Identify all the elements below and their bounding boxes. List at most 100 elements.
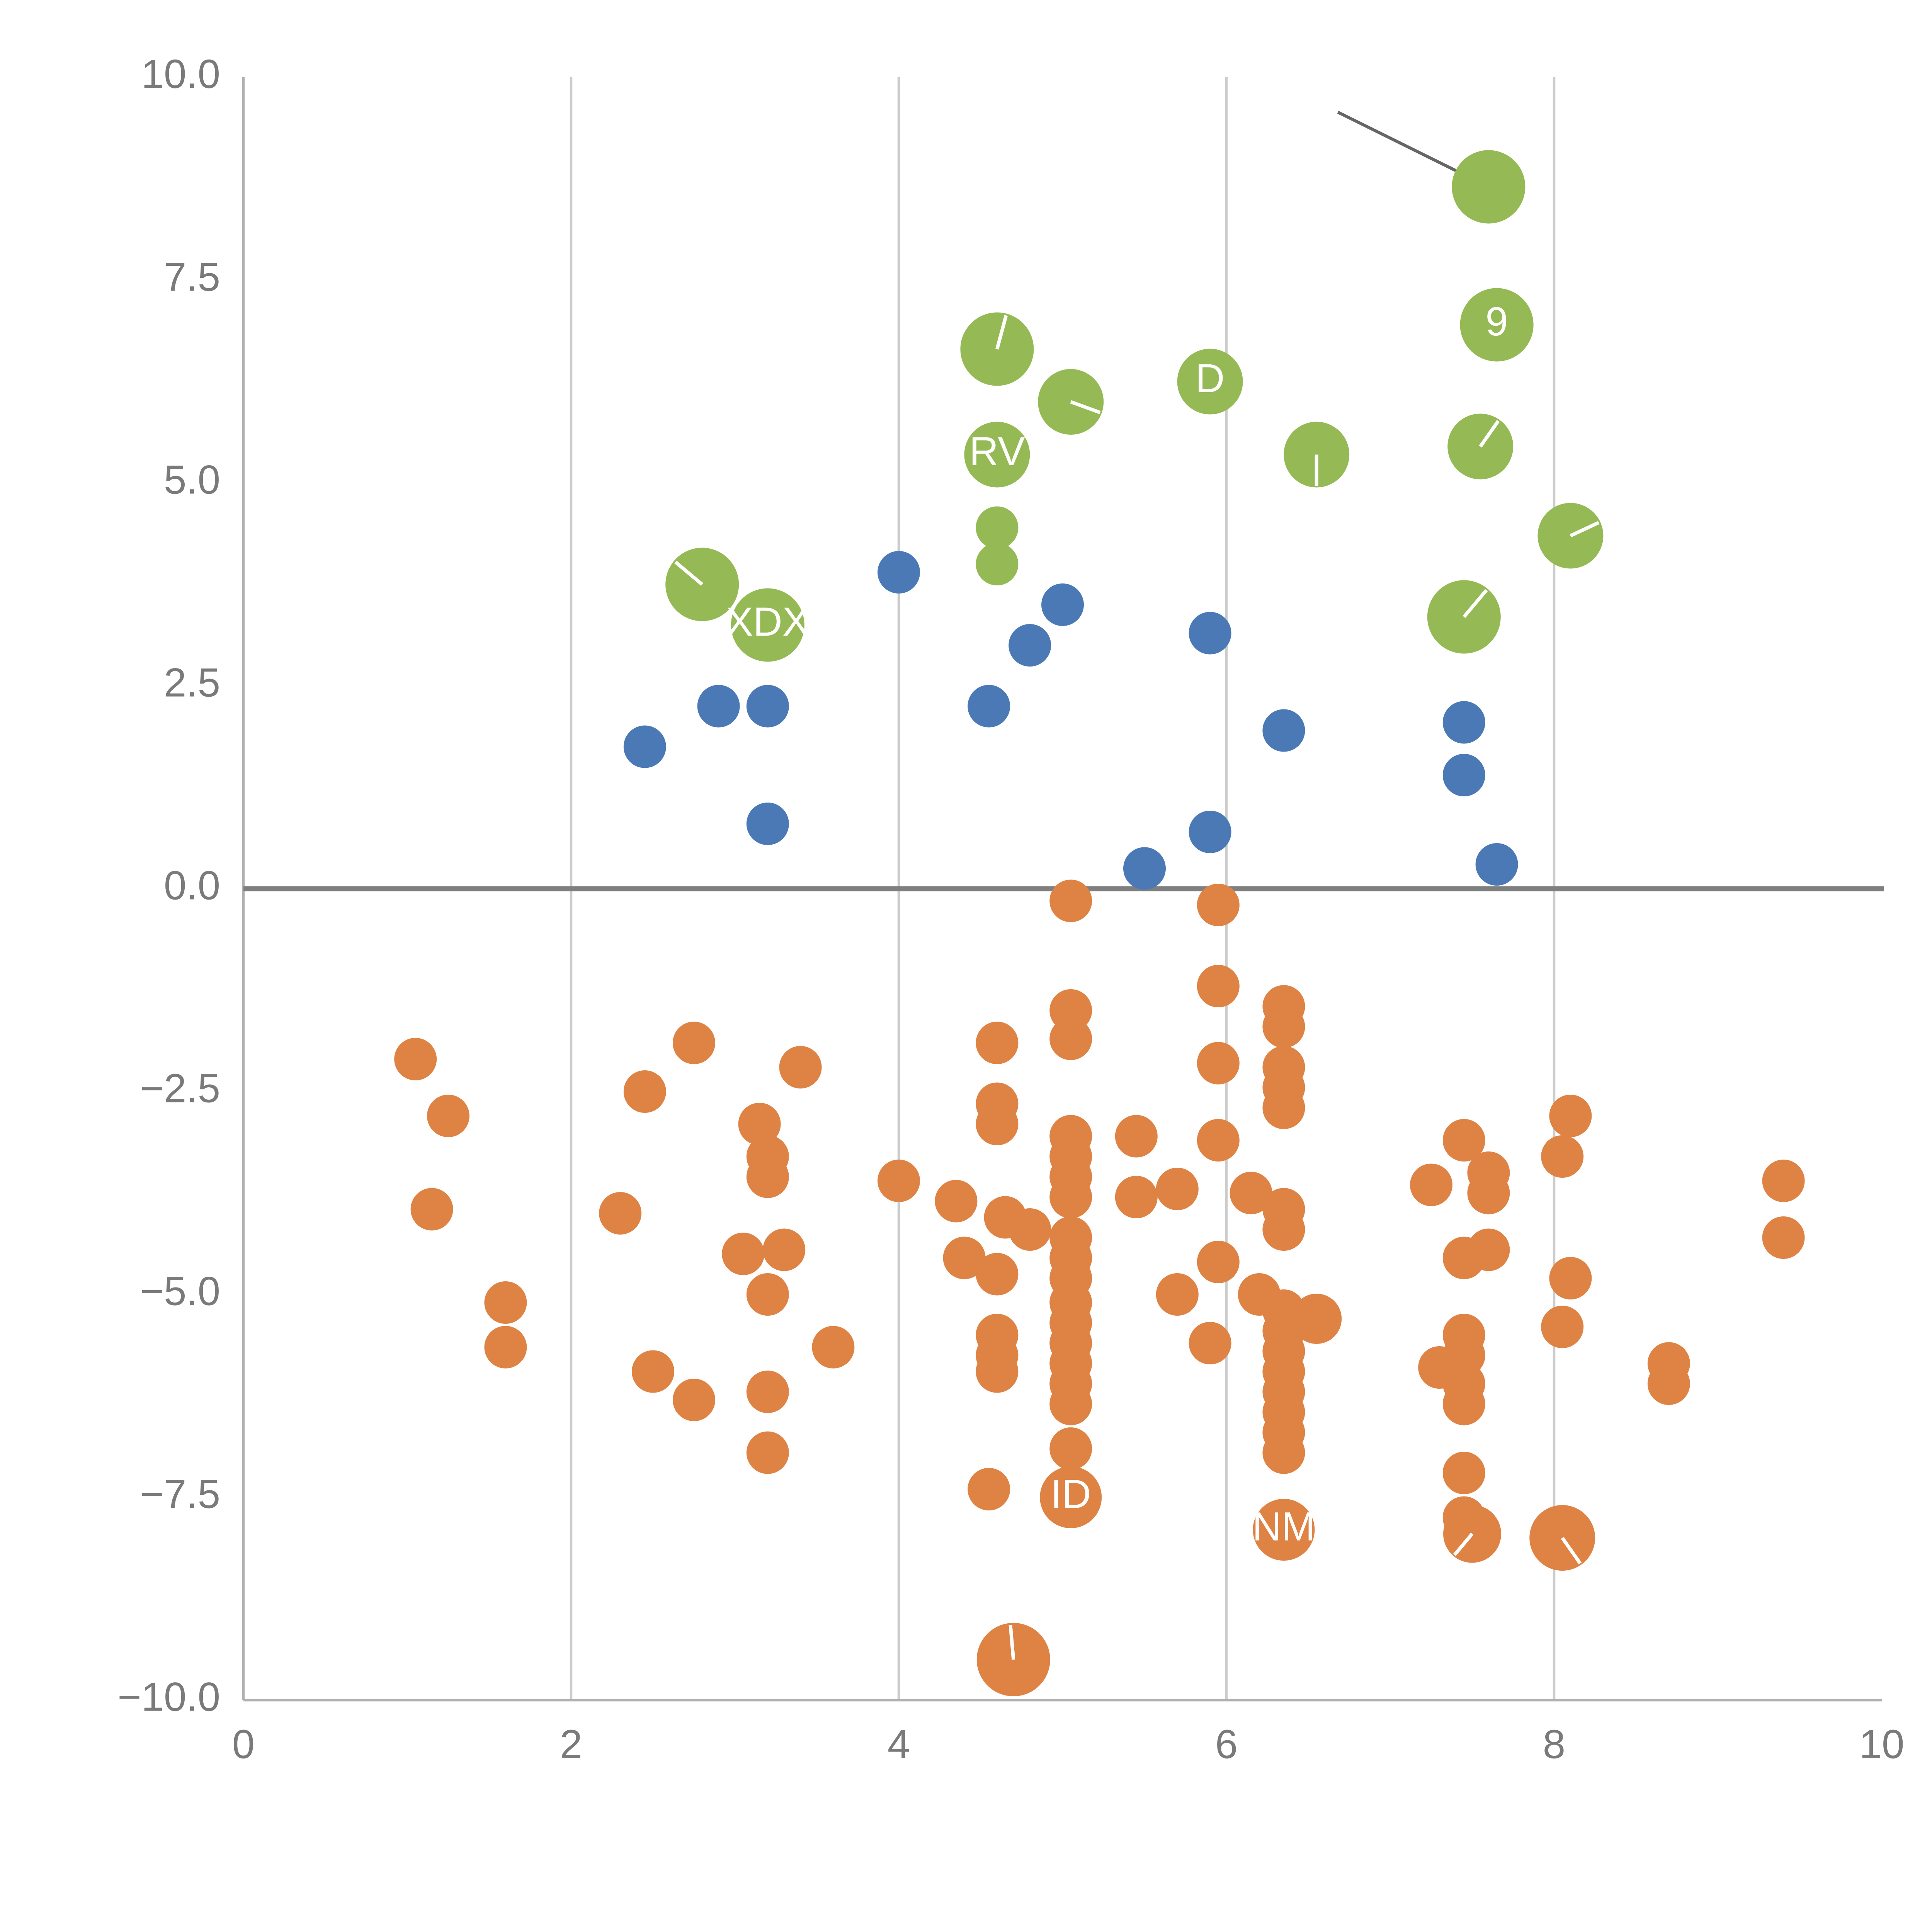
- point-orange-markers: [1040, 1466, 1102, 1528]
- marker-label: NM: [1252, 1504, 1315, 1549]
- y-tick-label: 10.0: [141, 52, 220, 97]
- marker-hand: [1070, 400, 1101, 414]
- point-orange-markers: [484, 1281, 527, 1324]
- point-orange-markers: [673, 1022, 715, 1064]
- marker-hand: [995, 315, 1008, 350]
- x-tick-label: 6: [1215, 1722, 1238, 1767]
- point-blue-markers: [623, 725, 666, 768]
- point-blue-markers: [1123, 847, 1166, 890]
- point-blue-markers: [697, 685, 740, 728]
- point-orange-markers: [1049, 1017, 1092, 1060]
- point-orange-markers: [1541, 1306, 1584, 1348]
- point-orange-markers: [968, 1468, 1010, 1510]
- y-tick-label: −10.0: [117, 1675, 220, 1720]
- marker-hand: [1463, 589, 1488, 618]
- point-green-large-markers: [1460, 288, 1534, 362]
- x-tick-label: 4: [888, 1722, 910, 1767]
- x-tick-label: 0: [232, 1722, 255, 1767]
- point-orange-markers: [1541, 1135, 1584, 1178]
- point-orange-markers: [394, 1038, 437, 1080]
- point-blue-markers: [1475, 843, 1518, 886]
- point-blue-markers: [1009, 624, 1051, 667]
- point-orange-markers: [1230, 1172, 1272, 1214]
- point-orange-markers: [1197, 884, 1240, 926]
- point-orange-markers: [1156, 1273, 1199, 1316]
- marker-hand: [1570, 521, 1600, 537]
- point-orange-markers: [1197, 1241, 1240, 1283]
- point-orange-markers: [976, 1350, 1019, 1393]
- point-green-large-markers: [976, 543, 1019, 585]
- marker-hand: [1009, 1624, 1015, 1660]
- x-tick-label: 8: [1543, 1722, 1565, 1767]
- y-tick-label: 7.5: [164, 255, 220, 300]
- point-blue-markers: [746, 803, 789, 845]
- point-orange-markers: [746, 1273, 789, 1316]
- y-tick-label: −5.0: [140, 1269, 220, 1314]
- point-orange-markers: [976, 1253, 1019, 1296]
- point-orange-markers: [1156, 1168, 1199, 1210]
- point-orange-markers: [673, 1379, 715, 1421]
- point-orange-markers: [976, 1103, 1019, 1145]
- marker-hand: [1561, 1537, 1582, 1565]
- point-orange-markers: [1442, 1383, 1485, 1425]
- point-blue-markers: [1262, 709, 1305, 752]
- y-tick-label: −2.5: [140, 1066, 220, 1111]
- point-orange-markers: [878, 1160, 920, 1202]
- point-orange-markers: [976, 1022, 1019, 1064]
- point-orange-markers: [1291, 1294, 1342, 1344]
- point-orange-markers: [1262, 1431, 1305, 1474]
- point-orange-markers: [1009, 1208, 1051, 1251]
- point-green-large-markers: [976, 506, 1019, 549]
- point-orange-markers: [1467, 1172, 1510, 1214]
- y-tick-label: 0.0: [164, 863, 220, 908]
- y-tick-label: 5.0: [164, 457, 220, 503]
- point-orange-markers: [1197, 1119, 1240, 1162]
- point-orange-markers: [746, 1371, 789, 1413]
- point-orange-markers: [1262, 1005, 1305, 1048]
- point-orange-markers: [1549, 1257, 1592, 1299]
- marker-label: D: [1196, 356, 1225, 401]
- point-orange-markers: [1049, 1383, 1092, 1425]
- point-orange-markers: [763, 1228, 806, 1271]
- y-tick-label: 2.5: [164, 660, 220, 706]
- marker-label: RV: [969, 429, 1025, 474]
- point-orange-markers: [738, 1103, 781, 1145]
- point-orange-markers: [1549, 1095, 1592, 1137]
- point-orange-markers: [1115, 1115, 1158, 1158]
- point-orange-markers: [1442, 1119, 1485, 1162]
- x-tick-label: 10: [1859, 1722, 1905, 1767]
- point-orange-markers: [632, 1350, 674, 1393]
- point-orange-markers: [812, 1326, 855, 1369]
- point-orange-markers: [410, 1188, 453, 1231]
- marker-hand: [1479, 420, 1500, 448]
- x-tick-label: 2: [560, 1722, 582, 1767]
- point-orange-markers: [1189, 1322, 1231, 1364]
- point-blue-markers: [1189, 612, 1231, 655]
- point-orange-markers: [1410, 1163, 1452, 1206]
- marker-label: XDX: [726, 599, 810, 645]
- point-orange-markers: [943, 1236, 986, 1279]
- point-orange-markers: [1197, 965, 1240, 1007]
- point-orange-markers: [722, 1233, 765, 1275]
- point-blue-markers: [968, 685, 1010, 728]
- marker-hand: [674, 561, 704, 586]
- point-orange-markers: [1049, 1176, 1092, 1218]
- point-orange-markers: [1442, 1452, 1485, 1494]
- point-green-large-markers: [1452, 150, 1526, 224]
- point-orange-markers: [779, 1046, 822, 1088]
- marker-label: 9: [1485, 299, 1508, 344]
- point-green-large-markers: [731, 588, 804, 662]
- point-orange-markers: [1467, 1228, 1510, 1271]
- point-blue-markers: [1442, 701, 1485, 744]
- point-orange-markers: [746, 1155, 789, 1198]
- point-blue-markers: [746, 685, 789, 728]
- point-blue-markers: [878, 551, 920, 594]
- point-orange-markers: [935, 1180, 978, 1223]
- point-orange-markers: [1049, 879, 1092, 922]
- point-orange-markers: [1253, 1499, 1315, 1561]
- point-blue-markers: [1442, 754, 1485, 796]
- point-blue-markers: [1041, 583, 1084, 626]
- point-orange-markers: [1762, 1160, 1805, 1202]
